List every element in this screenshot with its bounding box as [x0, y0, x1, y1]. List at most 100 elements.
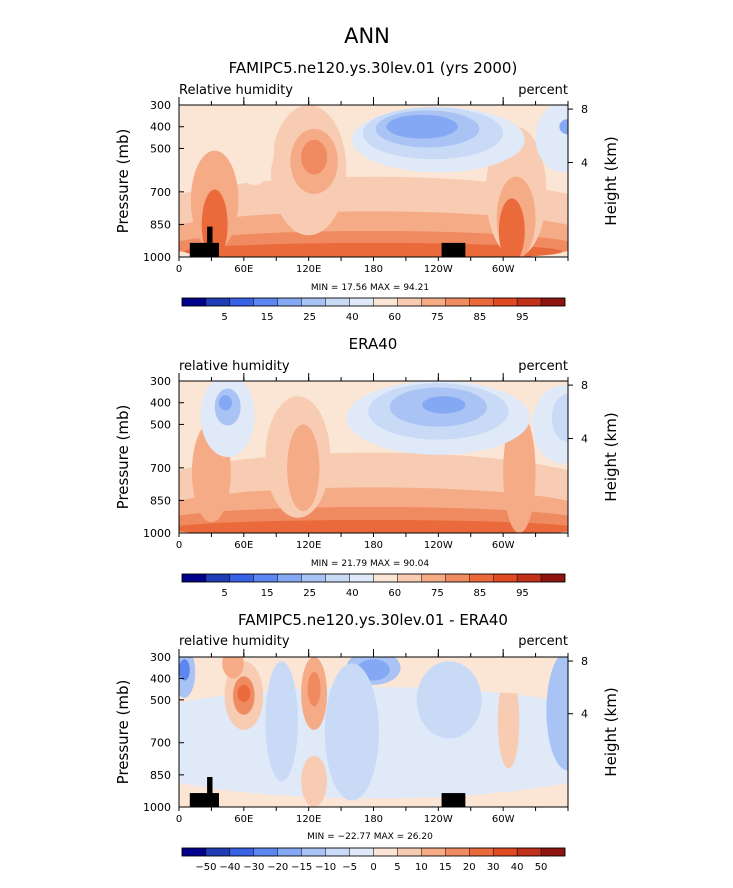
panel-obs: ERA40 relative humidity percent 30040050… [114, 335, 620, 599]
contour-region [218, 395, 232, 411]
contour-region [237, 684, 251, 703]
longitude-tick-label: 120W [424, 264, 453, 275]
panel-model: FAMIPC5.ne120.ys.30lev.01 (yrs 2000) Rel… [114, 59, 620, 323]
contour-region [324, 663, 379, 801]
colorbar: 5 15 25 40 60 75 85 95 [181, 297, 566, 323]
colorbar-label: 60 [388, 312, 401, 323]
pressure-tick-label: 1000 [143, 801, 171, 814]
colorbar-swatch [469, 847, 494, 857]
colorbar-swatch [301, 573, 326, 583]
colorbar-swatch [229, 847, 255, 857]
height-tick-label: 4 [581, 156, 588, 169]
longitude-tick-label: 60E [234, 264, 253, 275]
colorbar-swatch [253, 847, 278, 857]
contour-region [546, 657, 568, 771]
colorbar-label: 40 [346, 588, 359, 599]
colorbar-label: 75 [431, 312, 444, 323]
y-axis-label: Pressure (mb) [114, 680, 132, 785]
pressure-tick-label: 500 [150, 142, 171, 155]
panel-left-label: relative humidity [179, 359, 290, 374]
panel-left-label: Relative humidity [179, 83, 293, 98]
colorbar-swatch [181, 847, 207, 857]
longitude-tick-label: 120W [424, 540, 453, 551]
contour-region [287, 424, 320, 512]
height-tick-label: 8 [581, 103, 588, 116]
colorbar-swatch [540, 573, 566, 583]
colorbar-swatch [516, 297, 542, 307]
colorbar-swatch [445, 847, 470, 857]
colorbar-swatch [325, 297, 350, 307]
colorbar-swatch [492, 297, 518, 307]
pressure-axis: 300 400 500 700 850 1000 [143, 651, 184, 814]
pressure-tick-label: 300 [150, 99, 171, 112]
pressure-tick-label: 850 [150, 494, 171, 507]
colorbar-label: 60 [388, 588, 401, 599]
colorbar-swatch [301, 847, 326, 857]
longitude-axis: 0 60E 120E 180 120W 60W [176, 373, 569, 551]
colorbar-swatch [373, 297, 398, 307]
colorbar-swatch [253, 297, 278, 307]
colorbar-label: 5 [394, 862, 400, 873]
longitude-tick-label: 180 [364, 540, 383, 551]
colorbar-swatch [540, 297, 566, 307]
panel-right-label: percent [518, 634, 568, 649]
colorbar-label: −20 [267, 862, 288, 873]
colorbar-label: 85 [474, 588, 487, 599]
contour-region [386, 114, 458, 139]
colorbar-label: −5 [342, 862, 357, 873]
pressure-axis: 300 400 500 700 850 1000 [143, 99, 184, 264]
height-tick-label: 8 [581, 655, 588, 668]
longitude-tick-label: 180 [364, 814, 383, 825]
colorbar-swatch [469, 573, 494, 583]
contour-region [503, 411, 536, 533]
pressure-tick-label: 850 [150, 218, 171, 231]
colorbar-label: 5 [221, 312, 227, 323]
y2-axis-label: Height (km) [602, 412, 620, 501]
colorbar-label: 95 [516, 588, 529, 599]
longitude-tick-label: 120E [296, 814, 321, 825]
pressure-tick-label: 700 [150, 186, 171, 199]
pressure-tick-label: 700 [150, 737, 171, 750]
colorbar-swatch [205, 297, 231, 307]
main-title: ANN [344, 24, 390, 48]
colorbar-label: 50 [535, 862, 548, 873]
colorbar-label: 20 [463, 862, 476, 873]
colorbar-label: −40 [219, 862, 240, 873]
contour-region [235, 111, 275, 186]
colorbar-swatch [181, 573, 207, 583]
colorbar-swatch [349, 847, 374, 857]
colorbar-label: 95 [516, 312, 529, 323]
colorbar-frame [181, 297, 566, 307]
contour-field [179, 381, 568, 533]
colorbar-swatch [397, 847, 422, 857]
topography-block [189, 242, 219, 257]
colorbar-label: 15 [261, 588, 274, 599]
contour-region [184, 242, 563, 257]
colorbar-swatch [325, 847, 350, 857]
pressure-tick-label: 400 [150, 121, 171, 134]
topography-mask [189, 226, 466, 257]
colorbar-swatch [397, 297, 422, 307]
colorbar-swatch [469, 297, 494, 307]
colorbar-swatch [397, 573, 422, 583]
y-axis-label: Pressure (mb) [114, 405, 132, 510]
contour-region [301, 139, 328, 175]
colorbar-swatch [421, 573, 446, 583]
pressure-tick-label: 400 [150, 672, 171, 685]
colorbar-label: 25 [303, 588, 316, 599]
pressure-tick-label: 850 [150, 769, 171, 782]
pressure-axis: 300 400 500 700 850 1000 [143, 375, 184, 540]
colorbar-frame [181, 847, 566, 857]
colorbar-label: 15 [261, 312, 274, 323]
colorbar-label: −30 [243, 862, 264, 873]
colorbar-label: 40 [511, 862, 524, 873]
topography-mask [189, 777, 466, 807]
height-tick-label: 8 [581, 379, 588, 392]
colorbar-label: 5 [221, 588, 227, 599]
colorbar-label: 75 [431, 588, 444, 599]
colorbar-label: 25 [303, 312, 316, 323]
colorbar-swatch [516, 573, 542, 583]
colorbar-swatch [445, 297, 470, 307]
longitude-axis: 0 60E 120E 180 120W 60W [176, 649, 569, 825]
